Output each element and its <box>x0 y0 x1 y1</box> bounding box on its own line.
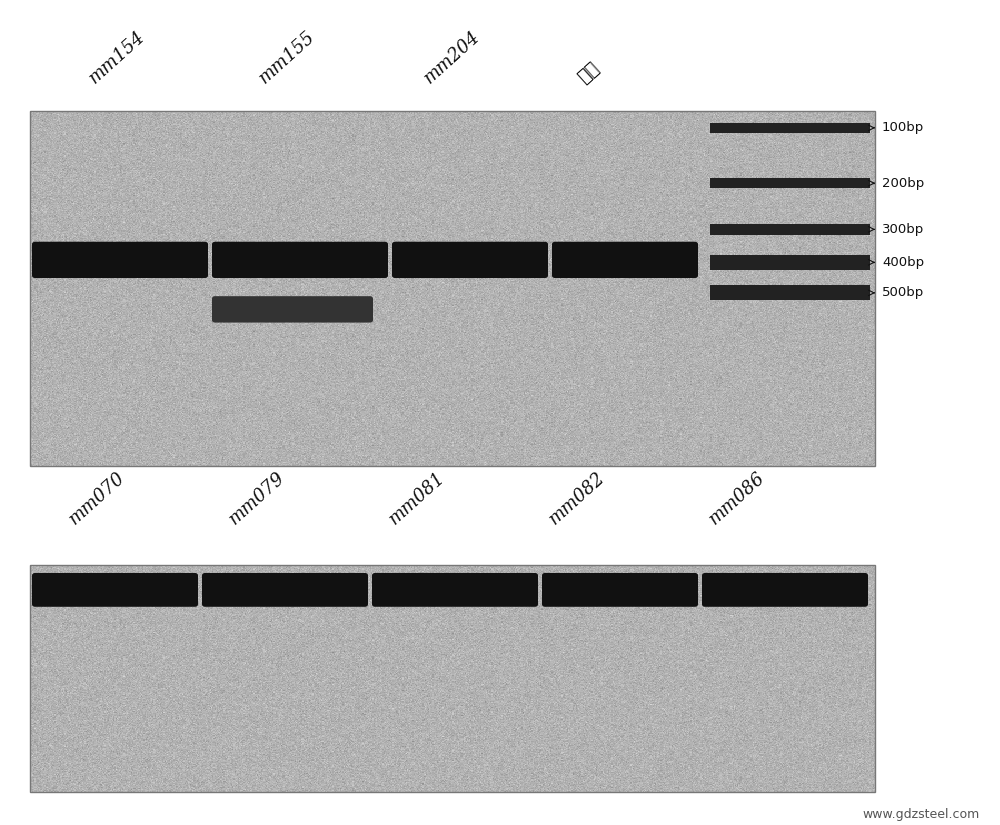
FancyBboxPatch shape <box>372 573 538 607</box>
FancyBboxPatch shape <box>202 573 368 607</box>
FancyBboxPatch shape <box>552 242 698 278</box>
Bar <box>710 178 870 188</box>
Text: mm070: mm070 <box>65 469 128 528</box>
Bar <box>710 224 870 235</box>
Text: 100bp: 100bp <box>882 121 924 134</box>
Text: mm154: mm154 <box>85 27 148 87</box>
Text: mm086: mm086 <box>705 469 768 528</box>
FancyBboxPatch shape <box>702 573 868 607</box>
FancyBboxPatch shape <box>212 296 373 323</box>
Text: mm204: mm204 <box>420 27 483 87</box>
FancyBboxPatch shape <box>392 242 548 278</box>
Text: 200bp: 200bp <box>882 177 924 190</box>
Bar <box>710 285 870 300</box>
FancyBboxPatch shape <box>32 573 198 607</box>
Text: mm155: mm155 <box>255 27 318 87</box>
Text: mm081: mm081 <box>385 469 448 528</box>
FancyBboxPatch shape <box>542 573 698 607</box>
Bar <box>30 565 875 792</box>
Bar <box>710 123 870 133</box>
Bar <box>710 255 870 270</box>
Text: www.gdzsteel.com: www.gdzsteel.com <box>863 808 980 821</box>
Text: 500bp: 500bp <box>882 286 924 299</box>
Bar <box>30 111 875 466</box>
Text: 对照: 对照 <box>575 59 603 87</box>
Text: mm079: mm079 <box>225 469 288 528</box>
Text: 400bp: 400bp <box>882 256 924 269</box>
Text: 300bp: 300bp <box>882 223 924 236</box>
Text: mm082: mm082 <box>545 469 608 528</box>
FancyBboxPatch shape <box>32 242 208 278</box>
FancyBboxPatch shape <box>212 242 388 278</box>
